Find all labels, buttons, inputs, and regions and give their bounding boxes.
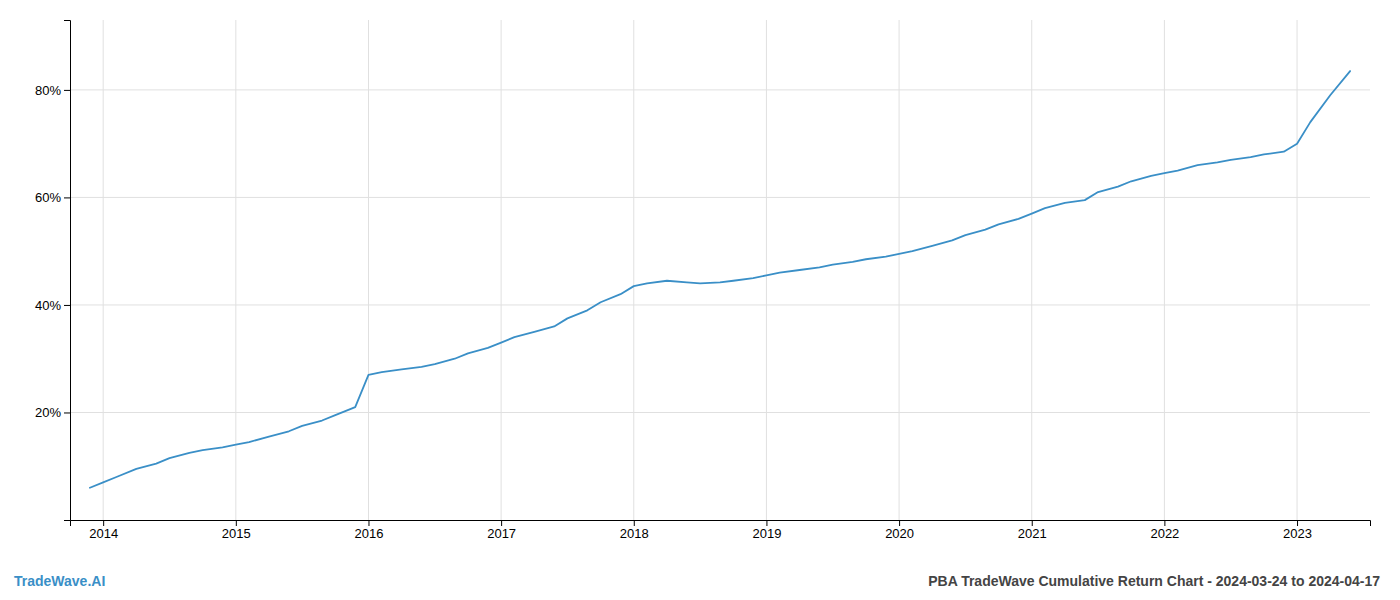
- tick-mark: [634, 520, 635, 526]
- x-axis: 2014 2015 2016 2017 2018 2019 2020 2021 2022 2023: [71, 520, 1371, 541]
- tick-mark: [64, 305, 70, 306]
- tick: 2018: [620, 520, 649, 541]
- grid-line: [103, 20, 104, 520]
- tick-mark: [236, 520, 237, 526]
- tick-mark: [368, 520, 369, 526]
- title: PBA TradeWave Cumulative Return Chart - …: [928, 573, 1380, 589]
- axis-line: [64, 21, 71, 521]
- tick: 2015: [222, 520, 251, 541]
- tick-label: 60%: [35, 190, 61, 205]
- tick-mark: [766, 520, 767, 526]
- grid-line: [70, 197, 1370, 198]
- tick: 2016: [355, 520, 384, 541]
- tick: 2014: [89, 520, 118, 541]
- grid-line: [899, 20, 900, 520]
- tick-mark: [64, 197, 70, 198]
- tick-label: 20%: [35, 405, 61, 420]
- tick: 2017: [487, 520, 516, 541]
- tick-label: 2018: [620, 526, 649, 541]
- tick-mark: [1032, 520, 1033, 526]
- tick-label: 2017: [487, 526, 516, 541]
- tick-label: 2015: [222, 526, 251, 541]
- tick-label: 2020: [885, 526, 914, 541]
- tick: 2021: [1018, 520, 1047, 541]
- tick-label: 2016: [355, 526, 384, 541]
- tick-mark: [1164, 520, 1165, 526]
- tick-label: 80%: [35, 83, 61, 98]
- tick-label: 2019: [752, 526, 781, 541]
- grid-line: [501, 20, 502, 520]
- tick: 80%: [35, 83, 70, 98]
- watermark: TradeWave.AI: [14, 573, 105, 589]
- grid-line: [633, 20, 634, 520]
- plot-area: 2014 2015 2016 2017 2018 2019 2020 2021 2022 2023…: [35, 20, 1371, 541]
- line: [90, 71, 1350, 488]
- axis-line: [71, 521, 1371, 527]
- tick-label: 40%: [35, 298, 61, 313]
- grid: [70, 20, 1370, 520]
- tick-label: 2022: [1150, 526, 1179, 541]
- grid-line: [70, 89, 1370, 90]
- tick: 2020: [885, 520, 914, 541]
- tick: 2019: [752, 520, 781, 541]
- tick-label: 2021: [1018, 526, 1047, 541]
- grid-line: [368, 20, 369, 520]
- tick-label: 2023: [1283, 526, 1312, 541]
- grid-line: [1164, 20, 1165, 520]
- tick: 60%: [35, 190, 70, 205]
- tick-mark: [1297, 520, 1298, 526]
- tick: 2022: [1150, 520, 1179, 541]
- grid-line: [1031, 20, 1032, 520]
- tick-mark: [64, 412, 70, 413]
- y-axis: 20% 40% 60% 80%: [35, 21, 71, 521]
- grid-line: [1297, 20, 1298, 520]
- tick-mark: [64, 90, 70, 91]
- grid-line: [70, 412, 1370, 413]
- tick: 40%: [35, 298, 70, 313]
- tick: 20%: [35, 405, 70, 420]
- marks: [90, 71, 1350, 488]
- grid-line: [766, 20, 767, 520]
- tick-label: 2014: [89, 526, 118, 541]
- tick-mark: [103, 520, 104, 526]
- grid-line: [70, 304, 1370, 305]
- tick-mark: [501, 520, 502, 526]
- tick: 2023: [1283, 520, 1312, 541]
- chart: 2014 2015 2016 2017 2018 2019 2020 2021 2022 2023…: [0, 0, 1400, 600]
- tick-mark: [899, 520, 900, 526]
